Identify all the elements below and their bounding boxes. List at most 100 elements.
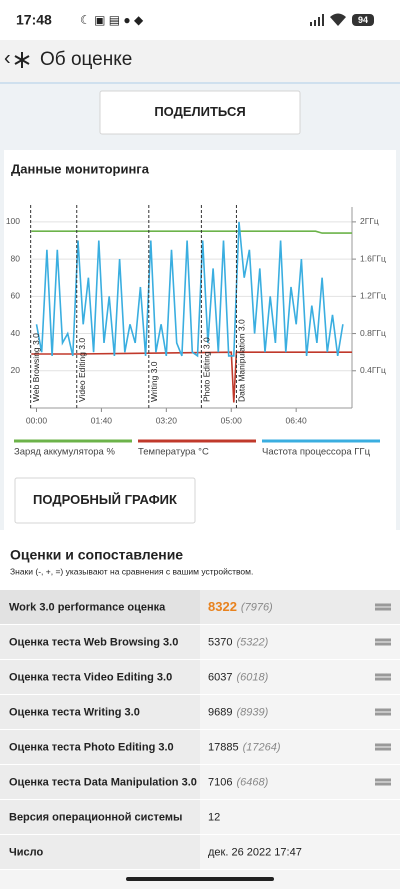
x-tick-label: 00:00: [26, 415, 48, 425]
row-value-cell: [200, 625, 400, 659]
expand-icon-bar[interactable]: [375, 642, 391, 646]
row-value-cell: [200, 835, 400, 869]
legend-label: Частота процессора ГГц: [262, 447, 371, 458]
expand-icon-bar[interactable]: [375, 712, 391, 716]
row-value-cell: [200, 765, 400, 799]
x-tick-label: 05:00: [221, 415, 243, 425]
event-label: Data Manipulation 3.0: [237, 319, 247, 402]
series-line: [31, 351, 352, 403]
status-icons: ☾ ▣ ▤ ● ◆: [80, 13, 374, 27]
event-label: Photo Editing 3.0: [202, 337, 212, 402]
row-value: 5370: [208, 636, 232, 648]
event-label: Web Browsing 3.0: [31, 333, 41, 402]
y-tick-label: 80: [11, 253, 21, 263]
wifi-icon: [330, 13, 346, 26]
series-line: [31, 230, 352, 234]
event-label: Writing 3.0: [149, 361, 159, 402]
row-label-cell: [0, 590, 200, 624]
share-button[interactable]: [99, 90, 301, 135]
expand-icon-bar[interactable]: [375, 673, 391, 677]
expand-icon-bar[interactable]: [375, 743, 391, 747]
row-label-cell: [0, 625, 200, 659]
signal-bar: [310, 22, 312, 26]
expand-icon-bar[interactable]: [375, 778, 391, 782]
y2-tick-label: 1.6ГГц: [360, 253, 386, 263]
row-label: Оценка теста Writing 3.0: [9, 706, 140, 718]
y-tick-label: 20: [11, 365, 21, 375]
expand-icon-bar[interactable]: [375, 747, 391, 751]
row-value: 17885: [208, 741, 239, 753]
row-label: Версия операционной системы: [9, 811, 182, 823]
expand-icon-bar[interactable]: [375, 603, 391, 607]
expand-icon-bar[interactable]: [375, 607, 391, 611]
expand-icon-bar[interactable]: [375, 638, 391, 642]
x-tick-label: 03:20: [156, 415, 178, 425]
expand-icon-bar[interactable]: [375, 708, 391, 712]
row-label: Оценка теста Video Editing 3.0: [9, 671, 172, 683]
signal-bar: [314, 20, 316, 26]
row-value-cell: [200, 695, 400, 729]
page-title: Об оценке: [40, 49, 132, 70]
expand-icon[interactable]: [375, 743, 391, 751]
back-button[interactable]: ‹: [4, 47, 11, 69]
y2-tick-label: 2ГГц: [360, 216, 379, 226]
y-tick-label: 40: [11, 328, 21, 338]
home-indicator[interactable]: [126, 877, 274, 881]
row-value: 9689: [208, 706, 232, 718]
y-tick-label: 100: [6, 216, 20, 226]
row-value: 6037: [208, 671, 232, 683]
score-table: Work 3.0 performance оценка 8322 (7976) Оце…: [0, 590, 400, 869]
expand-icon[interactable]: [375, 708, 391, 716]
battery-icon: [352, 14, 374, 26]
row-label-cell: [0, 660, 200, 694]
legend-label: Температура °C: [138, 447, 209, 458]
row-value-cell: [200, 730, 400, 764]
legend-label: Заряд аккумулятора %: [14, 447, 115, 458]
row-label: Число: [9, 846, 43, 858]
expand-icon-bar[interactable]: [375, 677, 391, 681]
row-value: дек. 26 2022 17:47: [208, 846, 302, 858]
expand-icon[interactable]: [375, 673, 391, 681]
event-label: Video Editing 3.0: [77, 338, 87, 402]
row-value-cell: [200, 660, 400, 694]
snowflake-icon: [14, 52, 30, 68]
row-compare: (5322): [236, 636, 268, 648]
monitoring-chart: 20 40 60 80 100 0.4ГГц 0.8ГГц 1.2ГГц 1.6ГГц 2ГГц 0…: [6, 205, 386, 458]
row-value-cell: [200, 800, 400, 834]
row-label: Оценка теста Photo Editing 3.0: [9, 741, 174, 753]
share-button-label[interactable]: ПОДЕЛИТЬСЯ: [154, 104, 245, 119]
row-label: Оценка теста Data Manipulation 3.0: [9, 776, 197, 788]
row-label: Оценка теста Web Browsing 3.0: [9, 636, 178, 648]
row-value-cell: [200, 590, 400, 624]
x-tick-label: 01:40: [91, 415, 113, 425]
row-compare: (7976): [241, 601, 273, 613]
detail-button-label[interactable]: ПОДРОБНЫЙ ГРАФИК: [33, 492, 177, 507]
row-label-cell: [0, 695, 200, 729]
row-value: 7106: [208, 776, 232, 788]
row-compare: (17264): [243, 741, 281, 753]
y-tick-label: 60: [11, 291, 21, 301]
row-compare: (6468): [236, 776, 268, 788]
expand-icon-bar[interactable]: [375, 782, 391, 786]
y2-tick-label: 0.4ГГц: [360, 365, 386, 375]
row-compare: (6018): [236, 671, 268, 683]
section-title: Оценки и сопоставление: [10, 547, 183, 563]
x-tick-label: 06:40: [286, 415, 308, 425]
row-label-cell: [0, 800, 200, 834]
row-value: 8322: [208, 599, 237, 614]
row-compare: (8939): [236, 706, 268, 718]
signal-bar: [318, 17, 320, 26]
y2-tick-label: 0.8ГГц: [360, 328, 386, 338]
row-label-cell: [0, 730, 200, 764]
expand-icon[interactable]: [375, 603, 391, 611]
app-bar: [0, 40, 400, 82]
y2-tick-label: 1.2ГГц: [360, 291, 386, 301]
row-label-cell: [0, 835, 200, 869]
row-label-cell: [0, 765, 200, 799]
detail-button[interactable]: [14, 477, 196, 524]
expand-icon[interactable]: [375, 638, 391, 646]
row-value: 12: [208, 811, 220, 823]
expand-icon[interactable]: [375, 778, 391, 786]
clock: 17:48: [16, 12, 52, 28]
